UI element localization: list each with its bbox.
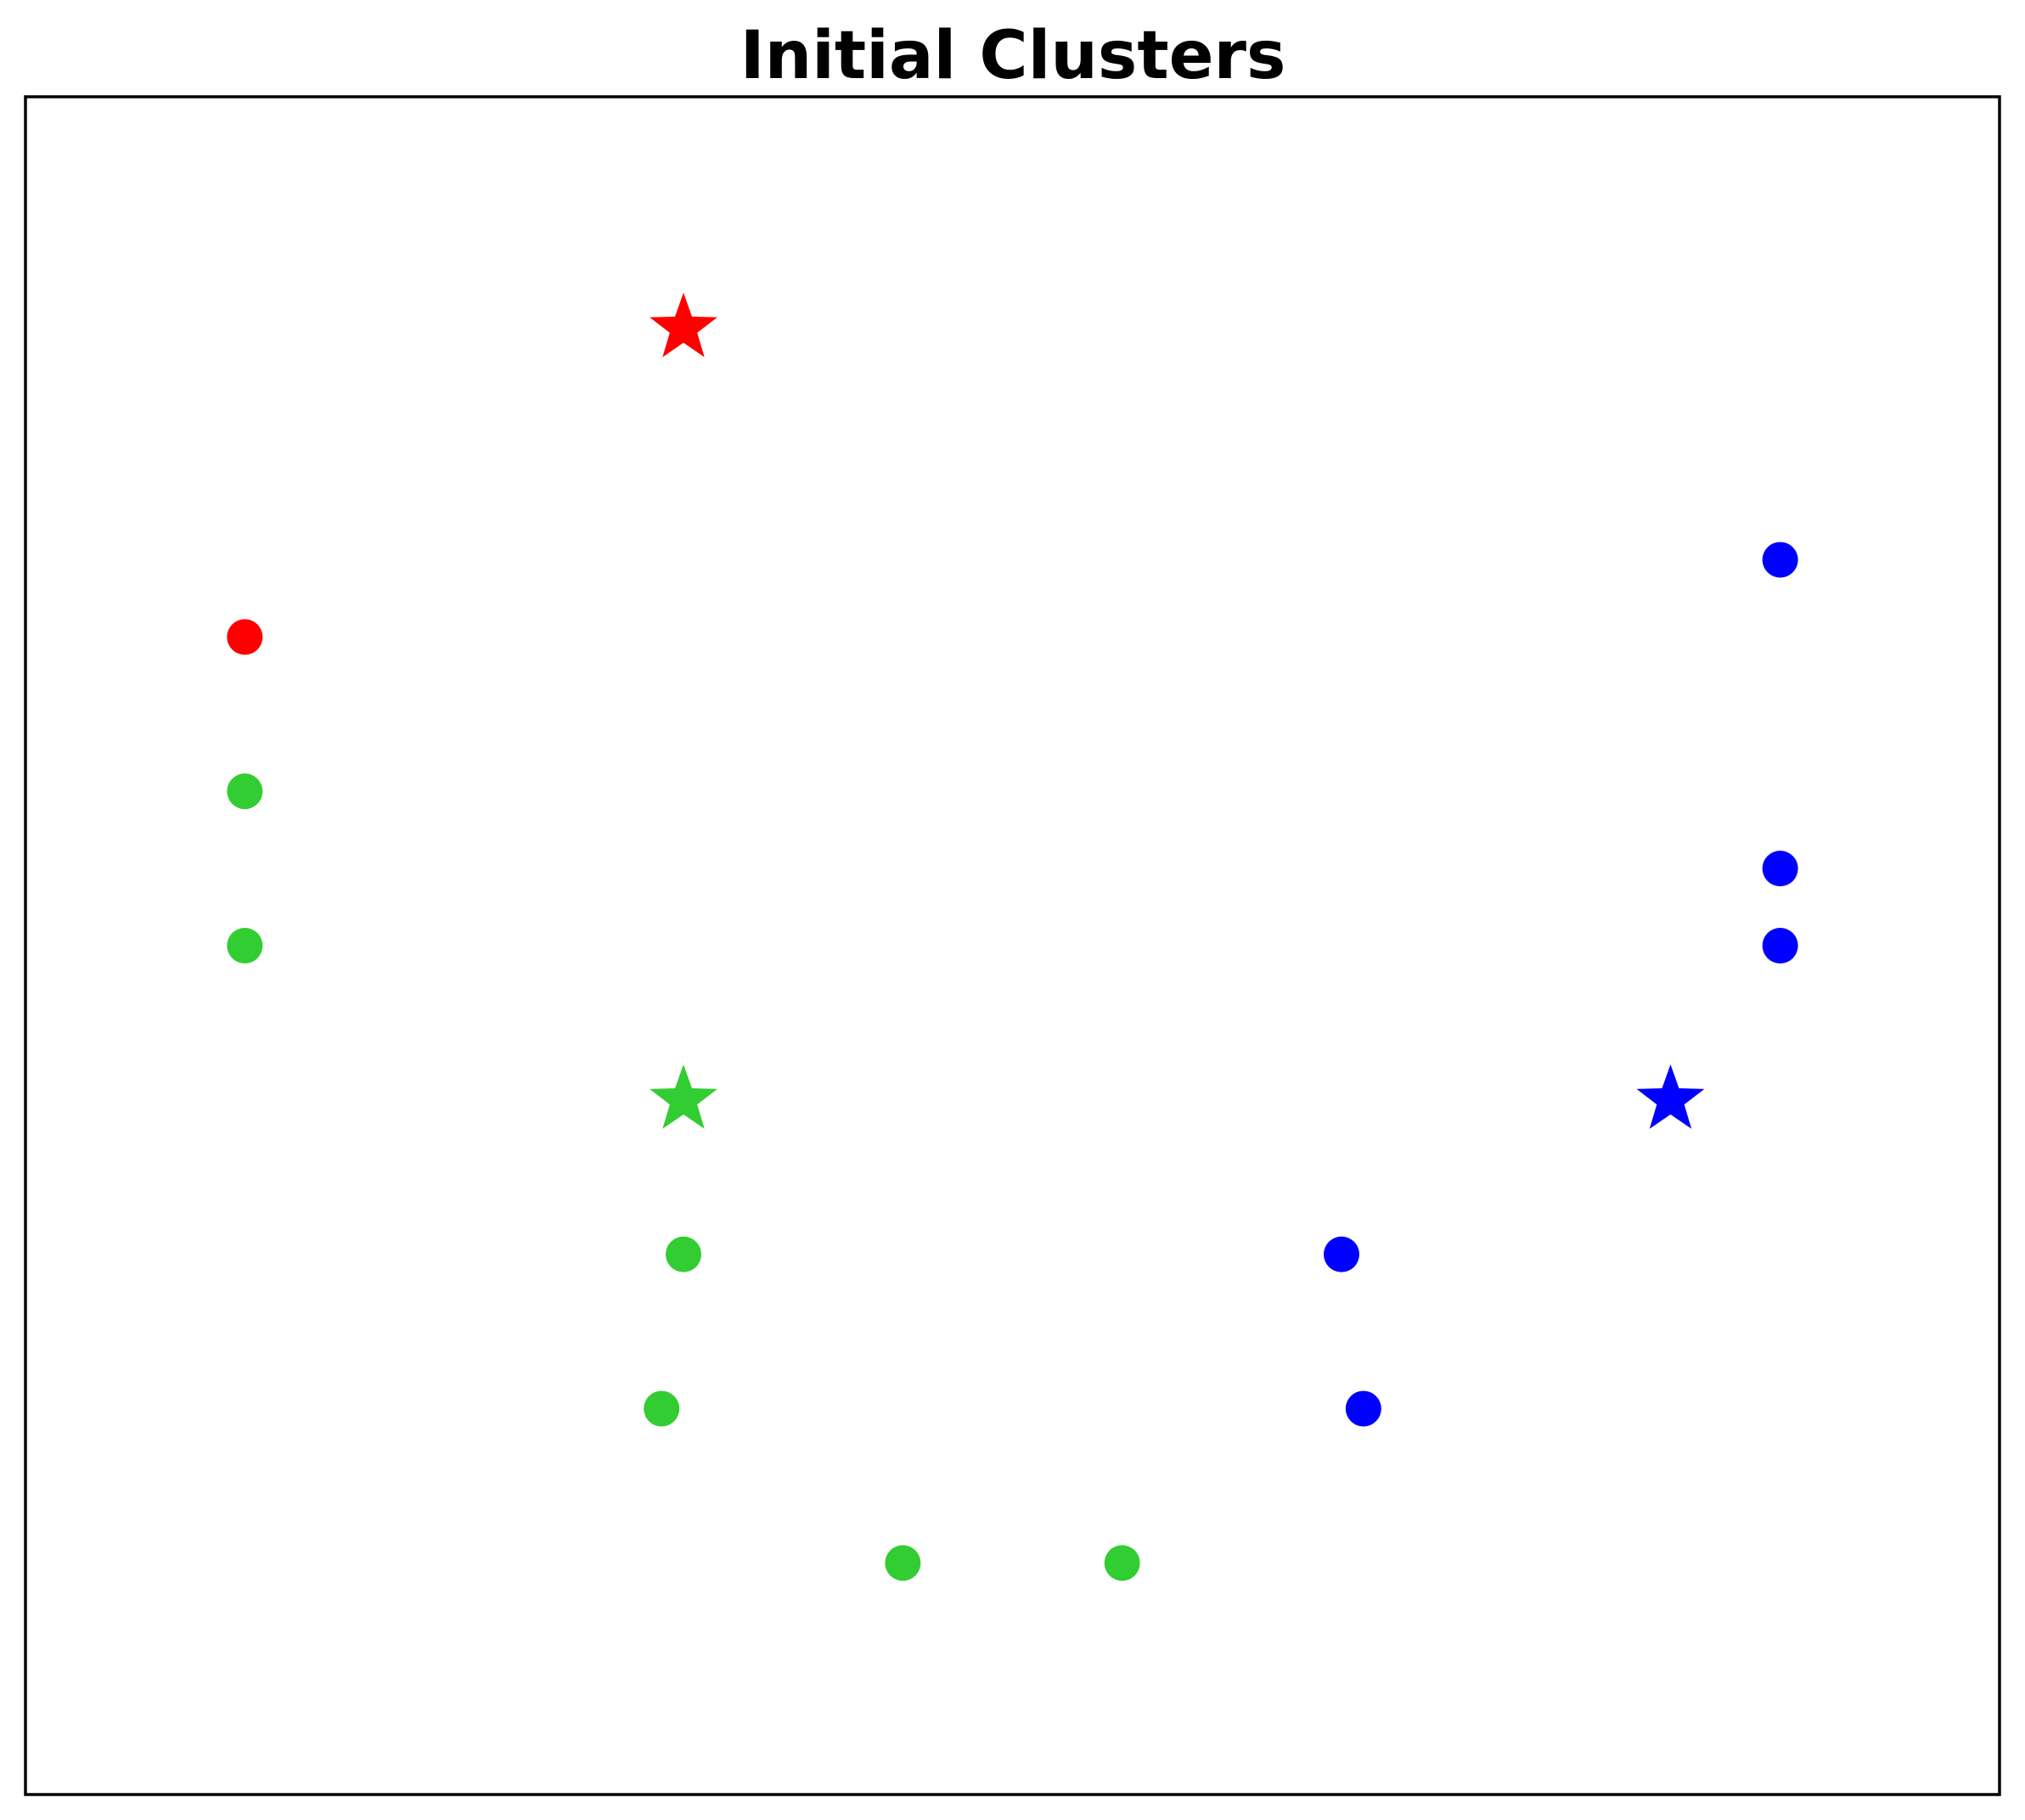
blue-point-3 [1762,928,1798,963]
green-point-2 [227,928,263,963]
green-point-3 [666,1236,701,1272]
red-centroid-star [650,292,717,357]
green-point-1 [227,773,263,810]
blue-point-4 [1324,1236,1359,1272]
blue-centroid-star [1636,1064,1705,1129]
green-point-5 [885,1545,921,1581]
blue-point-1 [1762,542,1798,578]
red-point-1 [227,619,263,655]
centroid-markers [650,292,1705,1129]
green-point-4 [644,1390,680,1427]
green-centroid-star [650,1064,717,1129]
data-points [227,542,1798,1581]
chart-title: Initial Clusters [740,18,1286,94]
blue-point-2 [1762,851,1798,887]
green-point-6 [1104,1545,1140,1581]
blue-point-5 [1345,1390,1381,1427]
plot-area [24,95,2001,1796]
